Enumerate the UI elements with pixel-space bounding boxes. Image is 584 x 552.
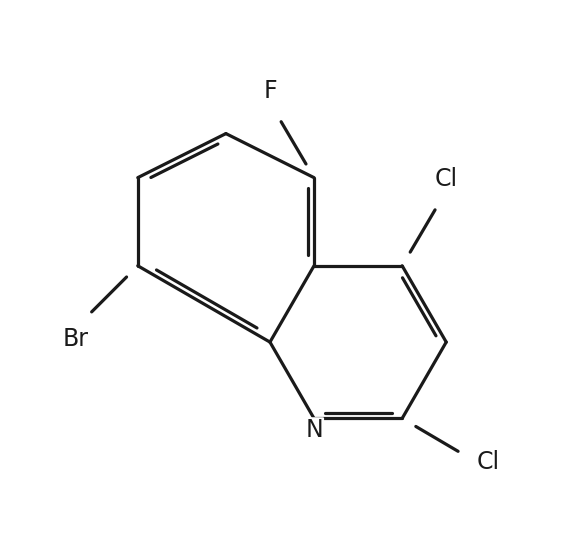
Text: F: F — [263, 79, 277, 103]
Text: Cl: Cl — [434, 167, 458, 191]
Text: Cl: Cl — [477, 450, 500, 475]
Text: Br: Br — [63, 327, 89, 352]
Text: N: N — [305, 418, 323, 442]
